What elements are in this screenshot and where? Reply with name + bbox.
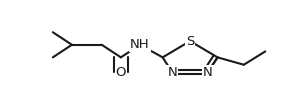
Text: O: O <box>116 66 126 79</box>
Text: N: N <box>167 66 177 79</box>
Text: N: N <box>203 66 213 79</box>
Text: NH: NH <box>130 38 150 51</box>
Text: S: S <box>186 35 194 48</box>
